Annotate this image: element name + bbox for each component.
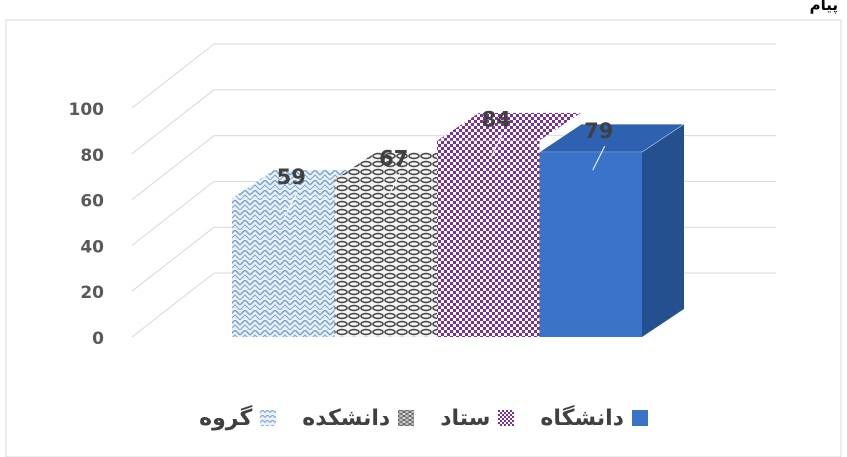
heading-fragment: پیام [810,0,838,15]
data-label-leader [387,173,401,198]
bar-side [642,124,684,337]
data-label: 59 [277,165,306,189]
y-tick-label: 100 [69,100,105,120]
y-tick-label: 40 [80,237,104,257]
data-label: 79 [584,119,613,143]
bar-front [334,179,437,337]
data-labels: 59 67 84 79 [277,108,613,217]
bar-front [232,197,335,337]
gridline-diagonal [131,89,215,155]
legend-item-faculty: دانشکده [302,405,415,431]
data-label: 84 [482,108,511,132]
legend-item-staff: ستاد [440,405,515,431]
legend-label-university: دانشگاه [540,405,624,431]
y-tick-label: 0 [92,329,104,349]
gridline-diagonal [131,181,215,246]
data-label-leader [592,145,606,171]
gridline-diagonal [131,43,215,109]
bars [231,112,685,337]
gridline-diagonal [131,272,215,338]
chart-legend: دانشگاه ستاد دانشکده گروه [0,398,847,438]
data-label-leader [489,134,503,159]
legend-swatch-faculty [398,410,415,426]
bar-front [539,152,642,337]
legend-label-faculty: دانشکده [302,405,391,431]
data-label: 67 [379,147,408,171]
y-tick-label: 60 [80,192,104,212]
legend-item-university: دانشگاه [540,406,648,431]
legend-swatch-group [260,410,277,426]
legend-label-group: گروه [199,405,253,431]
legend-label-staff: ستاد [440,405,491,431]
bar-front [437,140,540,337]
gridline-diagonal [131,135,215,200]
legend-swatch-university [631,410,648,426]
y-axis-ticks: 0 20 40 60 80 100 [69,100,105,349]
y-tick-label: 20 [80,283,104,303]
bar [436,112,583,337]
legend-item-group: گروه [199,405,277,431]
legend-swatch-staff [498,410,515,426]
chart-border [5,19,842,457]
y-tick-label: 80 [80,146,104,166]
gridline-diagonal [131,226,215,292]
bar [538,123,685,337]
data-label-leader [284,191,298,217]
